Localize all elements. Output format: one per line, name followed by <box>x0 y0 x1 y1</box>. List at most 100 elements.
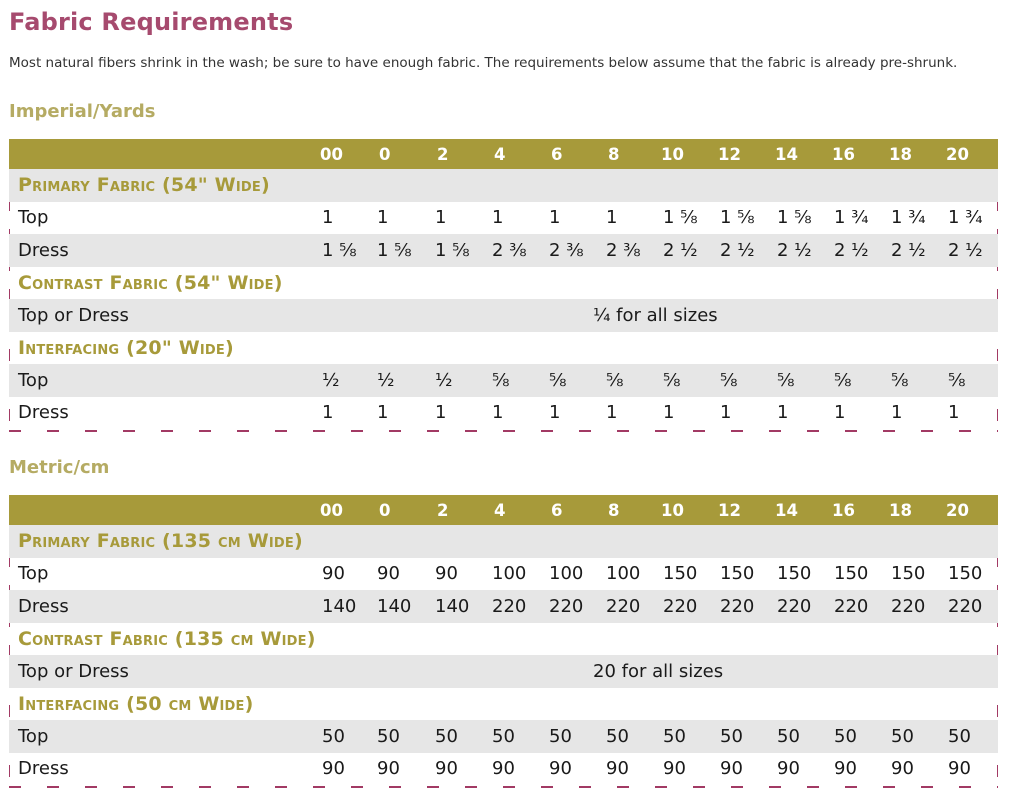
table-row: Dress 1 ⅝ 1 ⅝ 1 ⅝ 2 ⅜ 2 ⅜ 2 ⅜ 2 ½ 2 ½ 2 ½ 2 ½ 2 ½ 2 … <box>9 234 998 267</box>
size-header-cell: 18 <box>889 500 912 520</box>
value-cell: 1 <box>606 402 618 424</box>
value-cell: 150 <box>891 563 926 585</box>
value-cell: ⅝ <box>948 369 966 391</box>
size-header-cell: 4 <box>494 500 506 520</box>
value-cell: 1 <box>492 207 504 229</box>
imperial-table: 00 0 2 4 6 8 10 12 14 16 18 20 Primary Fabric (54" W… <box>9 139 998 432</box>
size-header-cell: 8 <box>608 500 620 520</box>
row-label: Top <box>18 207 49 229</box>
size-header-cell: 0 <box>379 144 391 164</box>
group-title-row: Primary Fabric (54" Wide) <box>9 169 998 202</box>
value-cell: 150 <box>663 563 698 585</box>
value-cell: 1 ¾ <box>891 207 926 229</box>
table-row: Top 90 90 90 100 100 100 150 150 150 150 150 150 <box>9 558 998 591</box>
value-cell: 90 <box>606 758 629 780</box>
table-body: 00 0 2 4 6 8 10 12 14 16 18 20 Primary Fabric (135 c… <box>9 495 998 785</box>
value-cell: 220 <box>948 595 983 617</box>
value-cell: 90 <box>435 563 458 585</box>
value-cell: 50 <box>777 725 800 747</box>
value-cell: 1 <box>322 402 334 424</box>
value-cell: 90 <box>435 758 458 780</box>
value-cell: 1 <box>549 207 561 229</box>
size-header-cell: 14 <box>775 144 798 164</box>
value-cell: 100 <box>606 563 641 585</box>
value-cell: 90 <box>777 758 800 780</box>
value-cell: 220 <box>492 595 527 617</box>
metric-table: 00 0 2 4 6 8 10 12 14 16 18 20 Primary Fabric (135 c… <box>9 495 998 788</box>
value-cell: 90 <box>377 758 400 780</box>
size-header-cell: 00 <box>320 144 343 164</box>
value-cell: 90 <box>549 758 572 780</box>
value-cell: 1 <box>435 207 447 229</box>
row-label: Top <box>18 725 49 747</box>
value-cell: 1 <box>663 402 675 424</box>
size-header-cell: 10 <box>661 500 684 520</box>
group-title: Contrast Fabric (54" Wide) <box>18 271 283 294</box>
value-cell: ⅝ <box>663 369 681 391</box>
size-header-cell: 2 <box>437 500 449 520</box>
row-label: Dress <box>18 402 69 424</box>
value-cell: 1 <box>549 402 561 424</box>
size-header-cell: 16 <box>832 144 855 164</box>
group-title-row: Contrast Fabric (135 cm Wide) <box>9 623 998 656</box>
value-cell: 100 <box>549 563 584 585</box>
value-cell: 1 ⅝ <box>720 207 755 229</box>
table-row: Dress 90 90 90 90 90 90 90 90 90 90 90 90 <box>9 753 998 786</box>
value-cell: 50 <box>549 725 572 747</box>
value-cell: 90 <box>891 758 914 780</box>
value-cell: 50 <box>606 725 629 747</box>
table-row: Top 50 50 50 50 50 50 50 50 50 50 50 50 <box>9 720 998 753</box>
table-border <box>997 495 998 788</box>
size-header-cell: 4 <box>494 144 506 164</box>
size-header-cell: 2 <box>437 144 449 164</box>
row-label: Top or Dress <box>18 660 129 682</box>
value-cell: 220 <box>549 595 584 617</box>
value-cell: 1 ⅝ <box>435 239 470 261</box>
value-cell: 50 <box>435 725 458 747</box>
size-header-cell: 12 <box>718 144 741 164</box>
value-cell: 2 ⅜ <box>492 239 527 261</box>
row-label: Top <box>18 369 49 391</box>
all-sizes-value: ¼ for all sizes <box>593 304 718 326</box>
row-label: Top <box>18 563 49 585</box>
value-cell: 1 <box>492 402 504 424</box>
value-cell: 1 <box>322 207 334 229</box>
value-cell: 50 <box>720 725 743 747</box>
value-cell: ⅝ <box>606 369 624 391</box>
size-header-cell: 14 <box>775 500 798 520</box>
group-title: Contrast Fabric (135 cm Wide) <box>18 627 316 650</box>
size-header-cell: 18 <box>889 144 912 164</box>
row-label: Dress <box>18 595 69 617</box>
value-cell: 2 ½ <box>720 239 755 261</box>
size-header-row: 00 0 2 4 6 8 10 12 14 16 18 20 <box>9 139 998 169</box>
page-title: Fabric Requirements <box>9 8 294 36</box>
value-cell: 50 <box>834 725 857 747</box>
value-cell: ½ <box>377 369 395 391</box>
value-cell: 2 ⅜ <box>606 239 641 261</box>
value-cell: 90 <box>322 563 345 585</box>
value-cell: 140 <box>435 595 470 617</box>
value-cell: 1 <box>435 402 447 424</box>
value-cell: 220 <box>891 595 926 617</box>
table-border <box>9 139 10 432</box>
size-header-cell: 6 <box>551 144 563 164</box>
table-row: Top or Dress ¼ for all sizes <box>9 299 998 332</box>
group-title-row: Primary Fabric (135 cm Wide) <box>9 525 998 558</box>
value-cell: 1 ⅝ <box>377 239 412 261</box>
value-cell: ⅝ <box>549 369 567 391</box>
table-row: Top 1 1 1 1 1 1 1 ⅝ 1 ⅝ 1 ⅝ 1 ¾ 1 ¾ 1 ¾ <box>9 202 998 235</box>
row-label: Dress <box>18 239 69 261</box>
value-cell: 1 ⅝ <box>322 239 357 261</box>
all-sizes-value: 20 for all sizes <box>593 660 724 682</box>
group-title-row: Interfacing (20" Wide) <box>9 332 998 365</box>
size-header-cell: 6 <box>551 500 563 520</box>
size-header-cell: 20 <box>946 144 969 164</box>
value-cell: 90 <box>492 758 515 780</box>
value-cell: ⅝ <box>891 369 909 391</box>
table-row: Top ½ ½ ½ ⅝ ⅝ ⅝ ⅝ ⅝ ⅝ ⅝ ⅝ ⅝ <box>9 364 998 397</box>
table-border <box>9 495 10 788</box>
value-cell: 90 <box>377 563 400 585</box>
size-header-cell: 20 <box>946 500 969 520</box>
table-row: Dress 140 140 140 220 220 220 220 220 220 220 220 22… <box>9 590 998 623</box>
intro-text: Most natural fibers shrink in the wash; … <box>9 55 958 71</box>
